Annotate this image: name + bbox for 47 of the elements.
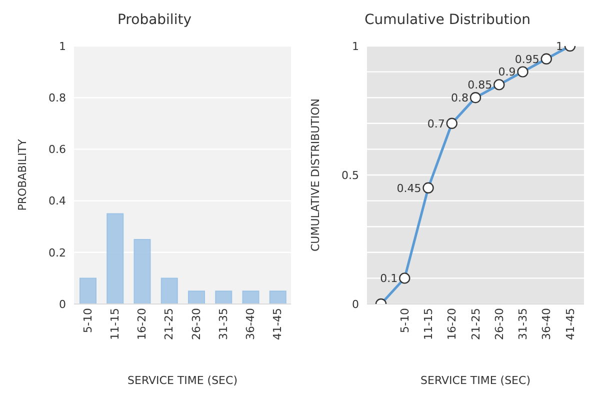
- data-label: 0.45: [396, 182, 422, 195]
- x-tick-label: 16-20: [446, 308, 459, 340]
- x-tick-label: 11-15: [108, 308, 122, 340]
- y-axis-title: PROBABILITY: [16, 138, 29, 211]
- x-axis-title: SERVICE TIME (SEC): [420, 374, 530, 387]
- x-tick-label: 5-10: [81, 308, 94, 333]
- bar: [215, 290, 232, 304]
- data-label: 0.8: [451, 92, 468, 105]
- bar: [269, 290, 286, 304]
- data-label: 1: [556, 40, 563, 53]
- y-tick-label: 0.5: [342, 168, 359, 182]
- y-tick-label: 0: [352, 298, 359, 311]
- y-tick-label: 0.6: [48, 143, 66, 156]
- x-tick-label: 41-45: [271, 308, 284, 340]
- y-tick-label: 0.2: [48, 246, 66, 260]
- data-label: 0.85: [468, 78, 492, 92]
- x-tick-label: 11-15: [422, 308, 436, 340]
- x-tick-label: 21-25: [469, 308, 482, 340]
- data-label: 0.1: [380, 272, 398, 286]
- x-tick-label: 41-45: [564, 308, 577, 340]
- bar: [134, 239, 151, 304]
- data-label: 0.7: [427, 117, 445, 130]
- y-axis-title: CUMULATIVE DISTRIBUTION: [308, 98, 322, 252]
- x-tick-label: 36-40: [540, 308, 554, 340]
- y-tick-label: 1: [59, 40, 66, 53]
- x-tick-label: 26-30: [492, 308, 506, 340]
- y-tick-label: 0.4: [48, 194, 66, 208]
- bar: [160, 278, 178, 304]
- bar: [106, 213, 124, 304]
- x-tick-label: 31-35: [516, 308, 530, 340]
- x-tick-label: 21-25: [162, 308, 176, 340]
- chart-title: Probability: [116, 12, 192, 30]
- x-tick-label: 26-30: [190, 308, 203, 340]
- bar: [80, 278, 96, 304]
- chart-title: Cumulative Distribution: [363, 12, 532, 30]
- bar: [242, 290, 260, 304]
- y-tick-label: 0: [59, 298, 66, 311]
- x-tick-label: 36-40: [244, 308, 258, 340]
- x-tick-label: 16-20: [136, 308, 149, 340]
- data-label: 0.9: [498, 66, 516, 79]
- x-tick-label: 31-35: [216, 308, 230, 340]
- x-axis-title: SERVICE TIME (SEC): [128, 374, 238, 387]
- y-tick-label: 1: [352, 40, 359, 53]
- bar: [188, 290, 205, 304]
- x-tick-label: 5-10: [398, 308, 412, 333]
- y-tick-label: 0.8: [48, 92, 66, 105]
- data-label: 0.95: [514, 52, 540, 66]
